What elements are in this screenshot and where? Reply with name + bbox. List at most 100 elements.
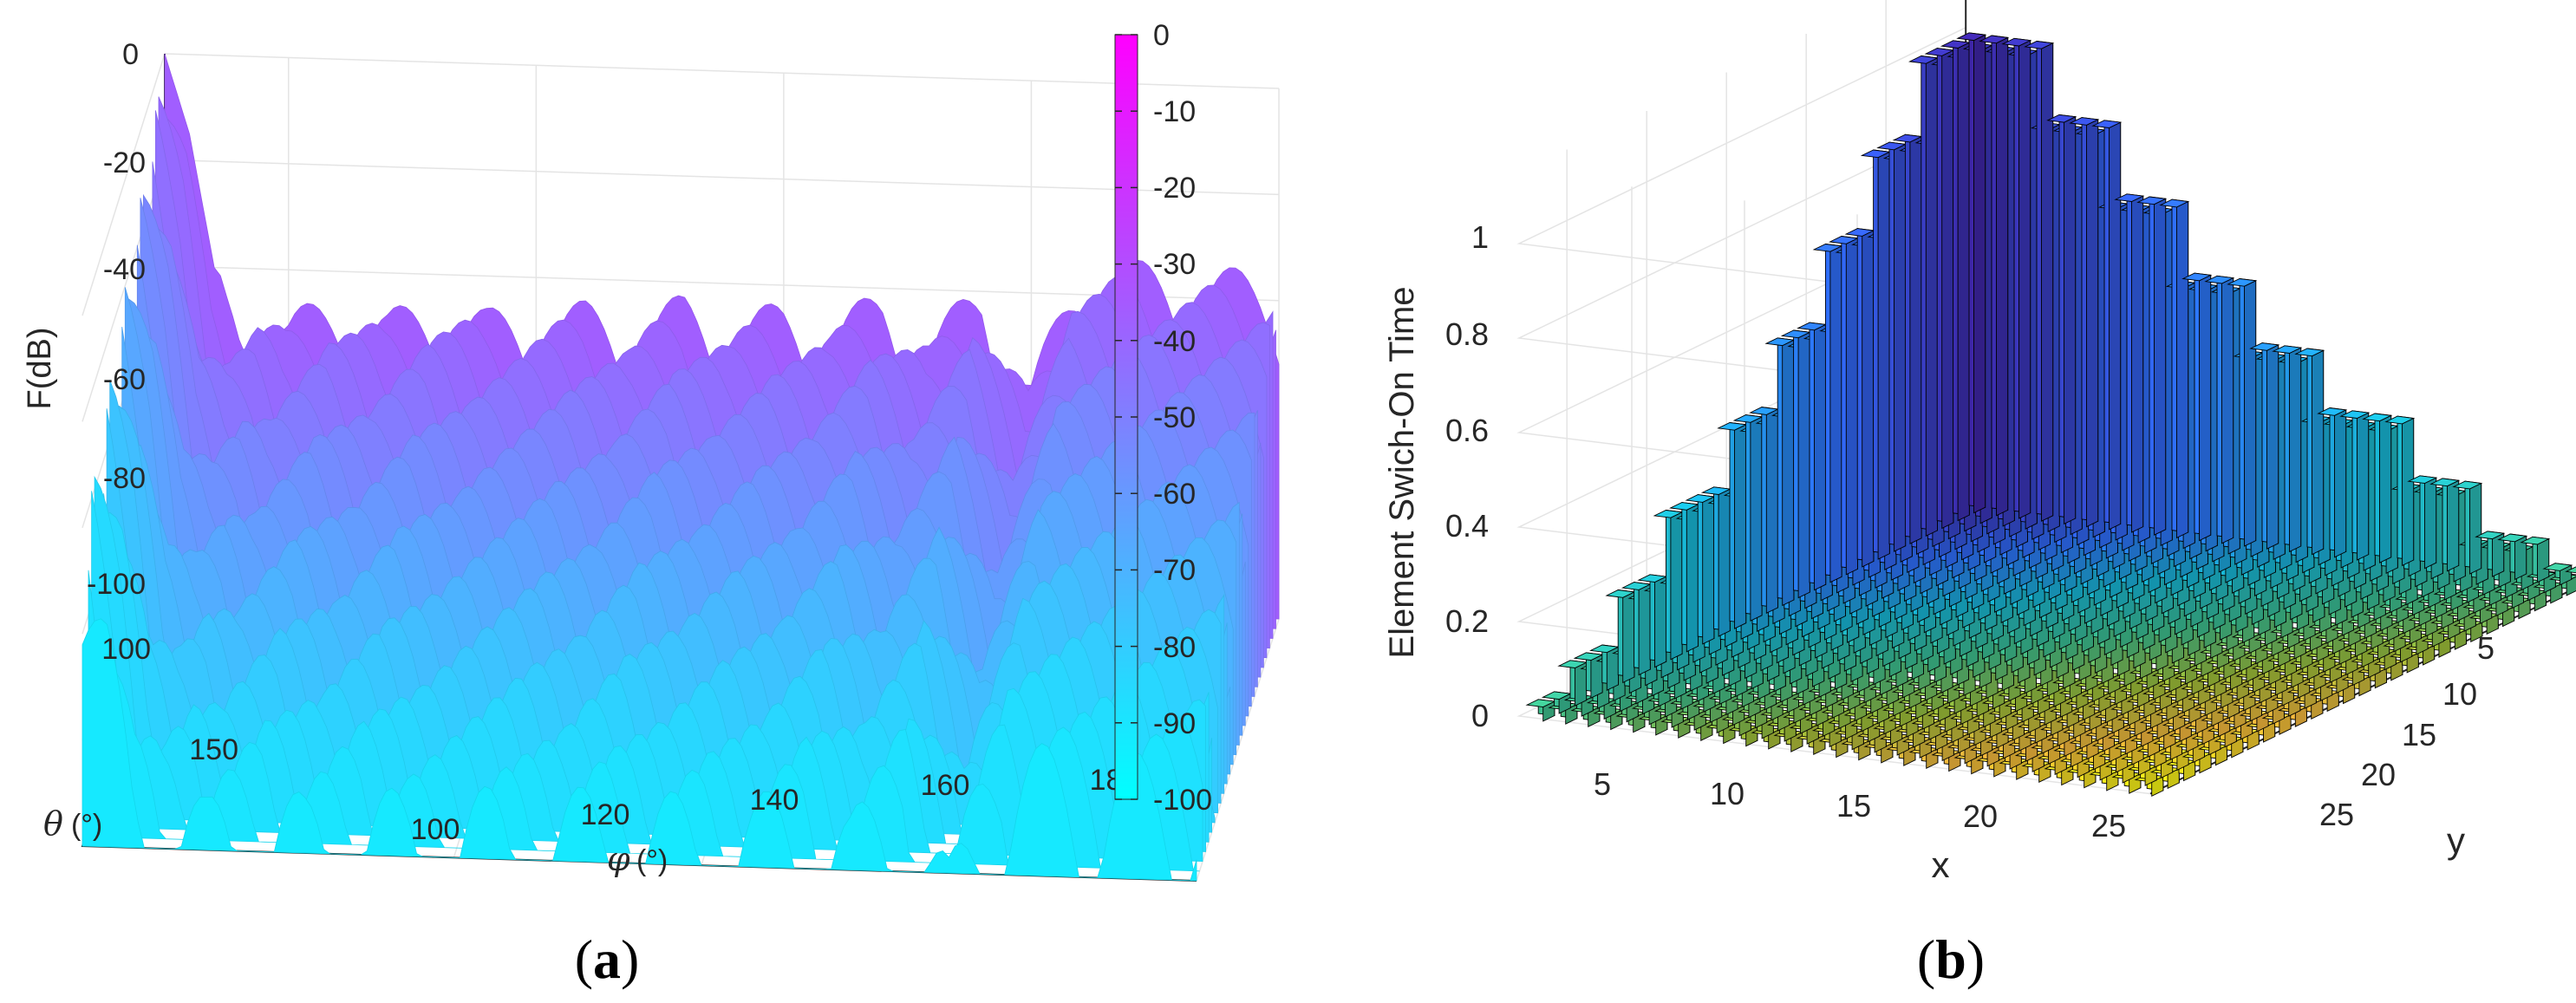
colorbar-tick-label: -50 — [1153, 401, 1196, 434]
bar-top-face — [2159, 199, 2190, 208]
bar-side-face — [2266, 344, 2279, 550]
z-tick-label: 1 — [1471, 219, 1489, 255]
bar-top-face — [2362, 413, 2393, 422]
bar-side-face — [1797, 331, 1810, 599]
bar-side-face — [2064, 115, 2077, 525]
bar-side-face — [1782, 339, 1795, 607]
x-tick-label: 5 — [1594, 766, 1611, 802]
colorbar-tick-label: -20 — [1153, 172, 1196, 205]
surface-strip — [91, 491, 1206, 852]
y-tick-label: 5 — [2477, 630, 2494, 666]
bar-top-face — [2272, 345, 2303, 354]
bar-side-face — [1814, 323, 1827, 591]
phi-tick-label: 100 — [411, 813, 460, 846]
bar-top-face — [2024, 41, 2055, 49]
bar-side-face — [1734, 424, 1747, 629]
z-axis-label: Element Swich-On Time — [1383, 286, 1421, 658]
bar-side-face — [1702, 496, 1715, 645]
z-tick-label: -20 — [103, 147, 146, 179]
phi-axis-unit: (°) — [636, 844, 668, 877]
bar-top-face — [2136, 196, 2168, 205]
bar-top-face — [2114, 193, 2145, 202]
phi-tick-label: 120 — [581, 798, 630, 831]
bar-top-face — [2001, 37, 2032, 47]
y-tick-label: 20 — [2361, 757, 2396, 792]
bar-top-face — [2181, 272, 2213, 282]
colorbar-tick-label: -10 — [1153, 95, 1196, 128]
bar-side-face — [2154, 198, 2167, 536]
x-tick-label: 15 — [1836, 788, 1871, 824]
bar-side-face — [1894, 143, 1907, 552]
y-tick-label: 10 — [2442, 676, 2477, 712]
grid-line — [82, 53, 166, 316]
phi-tick-label: 160 — [921, 769, 970, 802]
bar-side-face — [1909, 135, 1922, 544]
bar-side-face — [2289, 347, 2302, 553]
z-tick-label: 0.8 — [1445, 316, 1489, 352]
bar-side-face — [1925, 57, 1938, 537]
z-tick-label: 0 — [1471, 698, 1489, 733]
bar-side-face — [1845, 238, 1858, 576]
bar-side-face — [2334, 409, 2347, 558]
x-tick-label: 25 — [2091, 808, 2126, 843]
bar-side-face — [1941, 49, 1954, 530]
bar-side-face — [2176, 200, 2189, 539]
bar-side-face — [2379, 414, 2392, 563]
z-tick-label: 0 — [122, 38, 139, 71]
bar-top-face — [2227, 278, 2258, 287]
colorbar-tick-label: -70 — [1153, 554, 1196, 587]
z-tick-label: 0.4 — [1445, 508, 1489, 544]
bar-side-face — [2221, 277, 2234, 544]
z-tick-label: -40 — [103, 253, 146, 286]
bar-top-face — [2249, 342, 2280, 351]
theta-axis-symbol: θ — [43, 804, 63, 843]
bar-side-face — [1862, 230, 1875, 568]
bar-top-face — [2091, 120, 2123, 128]
y-tick-label: 15 — [2402, 717, 2436, 752]
bar-side-face — [1670, 511, 1683, 661]
bar-side-face — [1957, 42, 1970, 522]
bar-top-face — [2429, 478, 2461, 487]
phi-tick-label: 140 — [750, 784, 799, 817]
bar-side-face — [2086, 119, 2099, 528]
colorbar-tick-label: -90 — [1153, 707, 1196, 740]
panel-a-surface-chart: 0 -20 -40 -60 -80 -100 F(dB) 100 150 θ (… — [22, 19, 1280, 990]
bar-top-face — [2069, 117, 2100, 126]
bar-top-face — [1979, 35, 2010, 44]
z-tick-label: -60 — [103, 363, 146, 396]
bar-side-face — [1622, 591, 1635, 684]
bar-top-face — [2046, 114, 2077, 123]
bar-top-face — [2204, 275, 2235, 284]
bar-top-face — [2407, 475, 2438, 484]
theta-tick-label: 150 — [189, 733, 238, 766]
bar-side-face — [2199, 274, 2212, 542]
bar-side-face — [1750, 416, 1763, 622]
bar-top-face — [1956, 32, 1987, 42]
colorbar-tick-label: 0 — [1153, 19, 1170, 52]
bar-top-face — [2520, 536, 2551, 545]
panel-a-surface — [82, 53, 1280, 882]
z-tick-label: 0.6 — [1445, 413, 1489, 448]
bar-side-face — [1973, 34, 1986, 514]
colorbar-tick-label: -40 — [1153, 325, 1196, 358]
bar-top-face — [2317, 407, 2348, 416]
colorbar-ticks — [1115, 34, 1138, 800]
x-axis-label: x — [1932, 844, 1950, 885]
colorbar-tick-label: -80 — [1153, 631, 1196, 664]
bar-side-face — [2357, 412, 2370, 561]
panel-b-caption: (b) — [1917, 928, 1985, 990]
bar-side-face — [1686, 504, 1699, 653]
bar-side-face — [1718, 488, 1731, 637]
panel-a-caption: (a) — [575, 928, 640, 990]
bar-side-face — [2447, 479, 2460, 572]
bar-side-face — [2402, 417, 2415, 567]
panel-b-bar3d-chart: 0 0.2 0.4 0.6 0.8 1 Element Swich-On Tim… — [1383, 0, 2576, 990]
y-axis-label: y — [2447, 820, 2465, 861]
bar-side-face — [1877, 151, 1890, 560]
bar-top-face — [2452, 480, 2483, 490]
colorbar-tick-label: -30 — [1153, 248, 1196, 281]
bar-side-face — [1996, 36, 2009, 517]
bar-top-face — [2294, 348, 2325, 357]
surface-strip — [82, 618, 1197, 882]
